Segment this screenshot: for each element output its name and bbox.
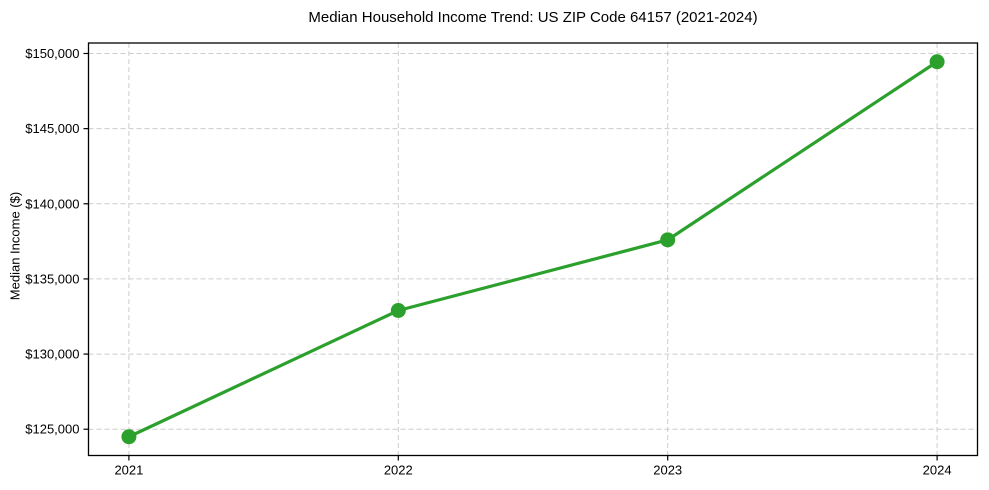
y-tick-label: $130,000 [25,347,79,362]
x-tick-label: 2022 [384,463,413,478]
x-tick-label: 2024 [923,463,952,478]
data-point [121,429,137,445]
plot-border [87,42,979,457]
y-tick-label: $145,000 [25,121,79,136]
y-tick-label: $125,000 [25,422,79,437]
y-tick-label: $150,000 [25,46,79,61]
data-point [660,232,676,248]
trend-line [127,60,939,439]
x-tick-label: 2021 [114,463,143,478]
data-point [390,302,406,318]
y-tick-label: $135,000 [25,271,79,286]
x-tick-label: 2023 [653,463,682,478]
data-point [929,54,945,70]
chart-title: Median Household Income Trend: US ZIP Co… [308,9,758,26]
y-tick-label: $140,000 [25,196,79,211]
